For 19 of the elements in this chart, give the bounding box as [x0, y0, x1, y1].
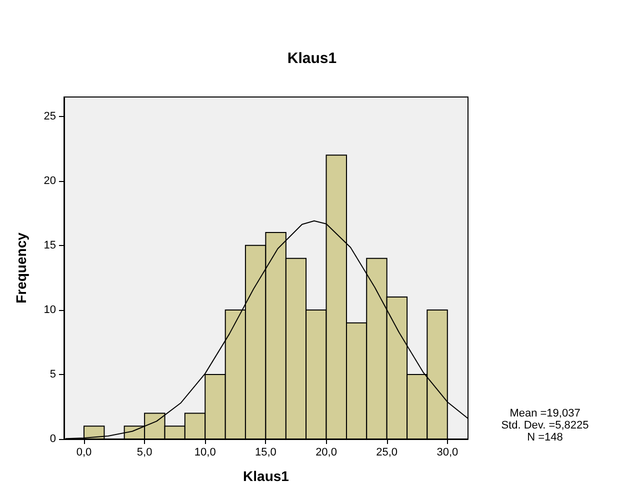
text: N =148 [527, 432, 563, 444]
x-tick-label: 20,0 [316, 446, 337, 458]
x-axis-title: Klaus1 [243, 468, 290, 484]
x-tick-label: 0,0 [76, 446, 92, 458]
y-tick-label: 0 [50, 433, 56, 445]
x-tick-label: 25,0 [376, 446, 398, 458]
y-tick-label: 20 [44, 174, 56, 187]
text: Std. Dev. =5,8225 [501, 420, 589, 432]
y-tick-label: 5 [50, 368, 56, 380]
y-tick-label: 10 [44, 304, 56, 316]
x-tick-label: 15,0 [254, 446, 276, 458]
x-tick-label: 10,0 [194, 446, 216, 458]
x-tick-label: 5,0 [136, 446, 152, 458]
y-axis-title: Frequency [13, 232, 29, 304]
y-tick-label: 25 [44, 110, 56, 122]
y-tick-label: 15 [44, 239, 56, 252]
chart-title: Klaus1 [287, 50, 337, 67]
text: Mean =19,037 [510, 408, 580, 420]
x-tick-label: 30,0 [436, 446, 458, 458]
